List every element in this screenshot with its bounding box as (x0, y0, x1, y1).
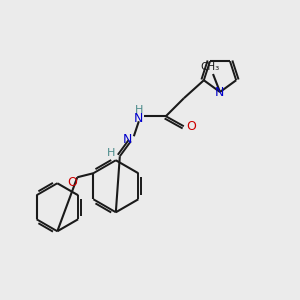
Text: N: N (123, 133, 133, 146)
Text: H: H (106, 148, 115, 158)
Text: O: O (68, 176, 77, 189)
Text: N: N (214, 85, 224, 98)
Text: N: N (134, 112, 143, 125)
Text: O: O (186, 120, 196, 133)
Text: CH₃: CH₃ (200, 62, 220, 72)
Text: H: H (135, 105, 143, 115)
